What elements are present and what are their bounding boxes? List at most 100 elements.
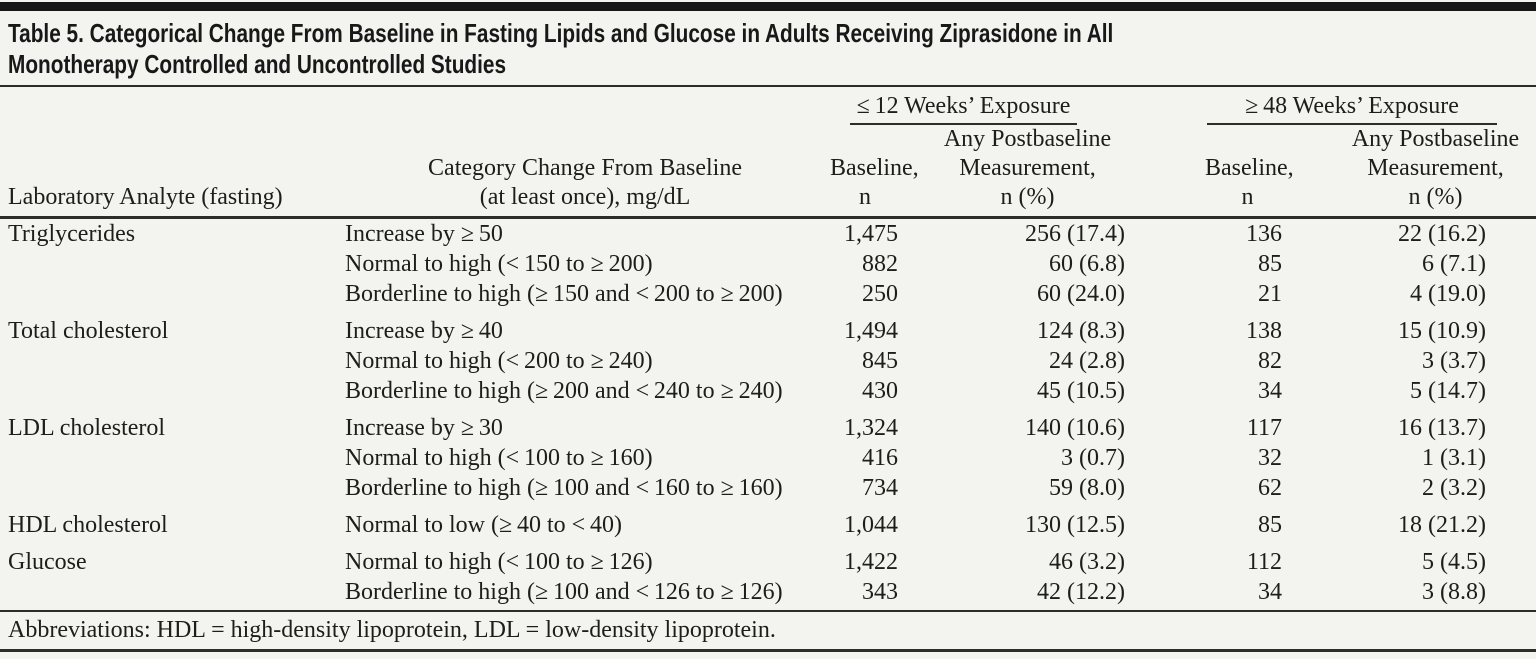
baseline12-cell: 1,324 [844, 415, 898, 441]
header-postbaseline-48-line1: Any Postbaseline [1351, 126, 1520, 152]
header-postbaseline-12-line2: Measurement, [959, 155, 1096, 181]
header-analyte: Laboratory Analyte (fasting) [0, 125, 340, 219]
header-postbaseline-48-line2: Measurement, [1367, 155, 1504, 181]
header-postbaseline-12: Any Postbaseline Measurement, n (%) [920, 125, 1135, 219]
postbaseline48-cell: 18 (21.2) [1398, 512, 1486, 538]
header-baseline-12-line1: Baseline, [830, 155, 919, 181]
category-cell: Normal to high (< 100 to ≥ 160) [345, 445, 653, 471]
postbaseline12-cell: 60 (24.0) [1037, 281, 1125, 307]
postbaseline48-cell: 15 (10.9) [1398, 318, 1486, 344]
category-cell: Increase by ≥ 30 [345, 415, 503, 441]
baseline12-cell: 734 [862, 475, 898, 501]
header-category-line1: Category Change From Baseline [428, 155, 742, 181]
baseline48-cell: 112 [1246, 549, 1282, 575]
baseline12-cell: 1,475 [844, 221, 898, 247]
postbaseline12-cell: 60 (6.8) [1049, 251, 1125, 277]
table-title: Table 5. Categorical Change From Baselin… [0, 11, 1536, 85]
baseline12-cell: 882 [862, 251, 898, 277]
baseline12-cell: 416 [862, 445, 898, 471]
baseline12-cell: 250 [862, 281, 898, 307]
header-baseline-12: Baseline, n [830, 125, 920, 219]
table-row: Borderline to high (≥ 100 and < 126 to ≥… [0, 577, 1536, 612]
postbaseline48-cell: 5 (14.7) [1410, 378, 1486, 404]
spanner-12-weeks-label: ≤ 12 Weeks’ Exposure [850, 91, 1077, 125]
table-title-line1: Table 5. Categorical Change From Baselin… [8, 18, 1114, 48]
analyte-cell [0, 279, 340, 309]
table-row: Normal to high (< 150 to ≥ 200) 882 60 (… [0, 249, 1536, 279]
baseline48-cell: 85 [1258, 512, 1282, 538]
column-header-row: Laboratory Analyte (fasting) Category Ch… [0, 125, 1536, 219]
analyte-cell: Glucose [8, 549, 87, 575]
postbaseline48-cell: 6 (7.1) [1422, 251, 1486, 277]
baseline48-cell: 138 [1246, 318, 1282, 344]
analyte-cell [0, 473, 340, 503]
header-baseline-48-line2: n [1241, 184, 1254, 210]
table-row: Borderline to high (≥ 100 and < 160 to ≥… [0, 473, 1536, 503]
header-baseline-12-line2: n [859, 184, 871, 210]
baseline12-cell: 1,422 [844, 549, 898, 575]
table-row: Glucose Normal to high (< 100 to ≥ 126) … [0, 540, 1536, 577]
category-cell: Borderline to high (≥ 100 and < 160 to ≥… [345, 475, 783, 501]
postbaseline48-cell: 5 (4.5) [1422, 549, 1486, 575]
header-baseline-48: Baseline, n [1135, 125, 1294, 219]
category-cell: Normal to high (< 100 to ≥ 126) [345, 549, 653, 575]
header-postbaseline-48: Any Postbaseline Measurement, n (%) [1290, 125, 1536, 219]
header-postbaseline-12-line1: Any Postbaseline [943, 126, 1112, 152]
category-cell: Borderline to high (≥ 100 and < 126 to ≥… [340, 577, 830, 612]
postbaseline48-cell: 2 (3.2) [1422, 475, 1486, 501]
table-row: HDL cholesterol Normal to low (≥ 40 to <… [0, 503, 1536, 540]
baseline48-cell: 21 [1258, 281, 1282, 307]
analyte-cell [0, 346, 340, 376]
header-postbaseline-48-line3: n (%) [1408, 184, 1463, 210]
analyte-cell: Triglycerides [8, 221, 136, 247]
lipids-glucose-table: ≤ 12 Weeks’ Exposure ≥ 48 Weeks’ Exposur… [0, 87, 1536, 612]
baseline48-cell: 117 [1246, 415, 1282, 441]
table-row: Total cholesterol Increase by ≥ 40 1,494… [0, 309, 1536, 346]
baseline48-cell: 85 [1258, 251, 1282, 277]
postbaseline12-cell: 59 (8.0) [1049, 475, 1125, 501]
postbaseline48-cell: 1 (3.1) [1422, 445, 1486, 471]
postbaseline48-cell: 3 (3.7) [1422, 348, 1486, 374]
analyte-cell: Total cholesterol [8, 318, 169, 344]
postbaseline48-cell: 16 (13.7) [1398, 415, 1486, 441]
table-header: ≤ 12 Weeks’ Exposure ≥ 48 Weeks’ Exposur… [0, 87, 1536, 219]
table-row: Borderline to high (≥ 200 and < 240 to ≥… [0, 376, 1536, 406]
baseline48-cell: 32 [1258, 445, 1282, 471]
baseline12-cell: 343 [830, 577, 920, 612]
postbaseline12-cell: 24 (2.8) [1049, 348, 1125, 374]
postbaseline12-cell: 140 (10.6) [1025, 415, 1125, 441]
analyte-cell [0, 577, 340, 612]
baseline48-cell: 34 [1135, 577, 1290, 612]
postbaseline48-cell: 3 (8.8) [1290, 577, 1536, 612]
category-cell: Borderline to high (≥ 200 and < 240 to ≥… [345, 378, 783, 404]
postbaseline12-cell: 124 (8.3) [1037, 318, 1125, 344]
header-category-line2: (at least once), mg/dL [479, 184, 691, 210]
analyte-cell [0, 376, 340, 406]
analyte-cell [0, 443, 340, 473]
baseline48-cell: 34 [1258, 378, 1282, 404]
spanner-row: ≤ 12 Weeks’ Exposure ≥ 48 Weeks’ Exposur… [0, 87, 1536, 125]
postbaseline48-cell: 4 (19.0) [1410, 281, 1486, 307]
category-cell: Normal to high (< 150 to ≥ 200) [345, 251, 653, 277]
table-row: Borderline to high (≥ 150 and < 200 to ≥… [0, 279, 1536, 309]
top-rule-bar [0, 2, 1536, 11]
postbaseline12-cell: 130 (12.5) [1025, 512, 1125, 538]
baseline48-cell: 82 [1258, 348, 1282, 374]
category-cell: Normal to high (< 200 to ≥ 240) [345, 348, 653, 374]
baseline12-cell: 845 [862, 348, 898, 374]
spanner-48-weeks: ≥ 48 Weeks’ Exposure [1135, 87, 1536, 125]
table-row: Normal to high (< 100 to ≥ 160) 416 3 (0… [0, 443, 1536, 473]
header-baseline-48-line1: Baseline, [1205, 155, 1294, 181]
spanner-empty-cell [0, 87, 830, 125]
postbaseline12-cell: 3 (0.7) [1061, 445, 1125, 471]
category-cell: Borderline to high (≥ 150 and < 200 to ≥… [345, 281, 783, 307]
spanner-12-weeks: ≤ 12 Weeks’ Exposure [830, 87, 1135, 125]
baseline48-cell: 62 [1258, 475, 1282, 501]
header-postbaseline-12-line3: n (%) [1000, 184, 1055, 210]
abbreviations-footnote: Abbreviations: HDL = high-density lipopr… [0, 612, 1536, 652]
table-title-line2: Monotherapy Controlled and Uncontrolled … [8, 49, 507, 79]
analyte-cell: LDL cholesterol [8, 415, 166, 441]
spanner-48-weeks-label: ≥ 48 Weeks’ Exposure [1207, 91, 1497, 125]
postbaseline48-cell: 22 (16.2) [1398, 221, 1486, 247]
title-divider [0, 85, 1536, 87]
